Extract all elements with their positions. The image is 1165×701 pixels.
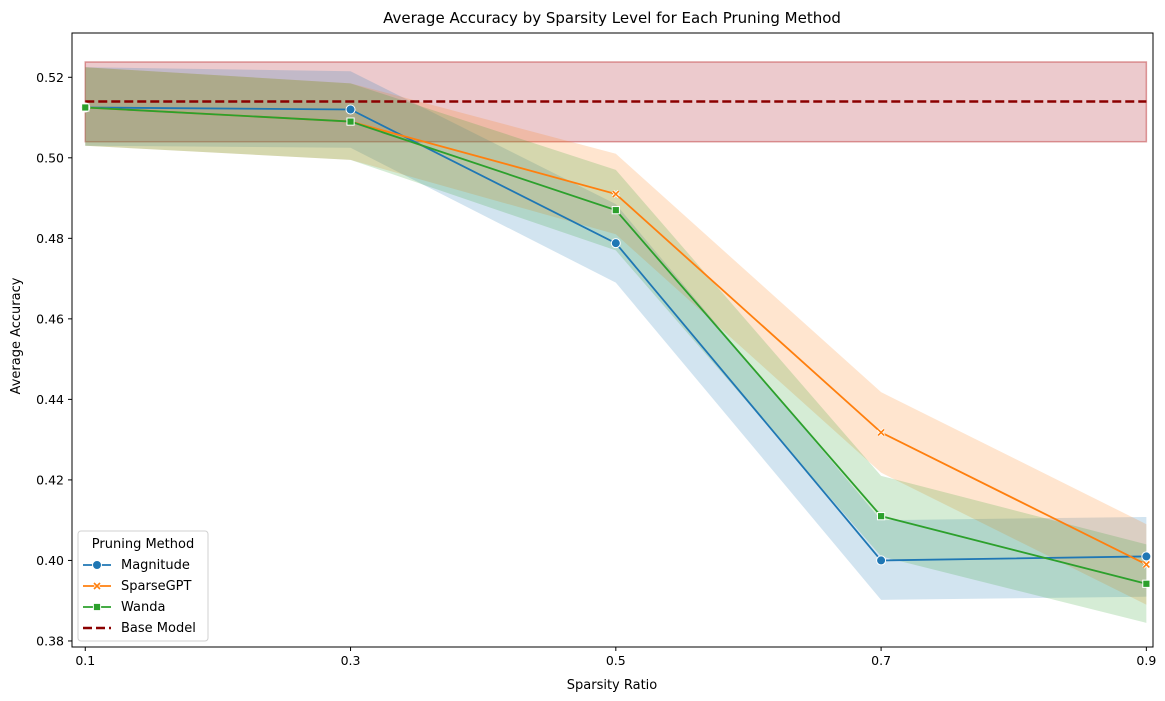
legend: Pruning Method Magnitude SparseGPT Wanda Bas… <box>77 530 209 642</box>
plot-content <box>80 61 1152 623</box>
point-magnitude-2 <box>610 238 621 249</box>
y-tick-label-6: 0.50 <box>36 150 64 165</box>
legend-label-base-model: Base Model <box>121 621 196 636</box>
band-sparsegpt <box>85 67 1147 605</box>
point-sparsegpt-3 <box>876 428 886 437</box>
point-wanda-3 <box>876 512 886 521</box>
point-sparsegpt-4 <box>1142 560 1151 569</box>
legend-label-magnitude: Magnitude <box>121 558 190 573</box>
point-sparsegpt-4-cross <box>1142 560 1150 569</box>
x-tick-label-2: 0.5 <box>606 653 626 668</box>
plot-area <box>80 61 1152 623</box>
point-magnitude-4 <box>1141 551 1152 562</box>
point-sparsegpt-2-cross <box>612 190 620 198</box>
y-tick-label-3: 0.44 <box>36 392 64 407</box>
y-tick-label-0: 0.38 <box>36 633 64 648</box>
axes-frame <box>71 32 1154 648</box>
x-axis-label: Sparsity Ratio <box>567 678 658 693</box>
point-wanda-0 <box>81 103 90 112</box>
x-tick-label-1: 0.3 <box>341 653 361 668</box>
point-wanda-2 <box>611 206 620 215</box>
point-magnitude-3 <box>876 555 887 566</box>
point-sparsegpt-2 <box>611 189 620 199</box>
band-magnitude <box>85 67 1147 600</box>
y-tick-label-5: 0.48 <box>36 231 64 246</box>
legend-label-wanda: Wanda <box>121 600 165 615</box>
y-tick-label-1: 0.40 <box>36 553 64 568</box>
legend-marker-magnitude <box>92 560 102 570</box>
y-tick-label-4: 0.46 <box>36 311 64 326</box>
y-tick-label-2: 0.42 <box>36 472 64 487</box>
point-magnitude-1 <box>345 104 356 115</box>
point-sparsegpt-3-cross <box>877 428 885 436</box>
chart-title: Average Accuracy by Sparsity Level for E… <box>383 9 841 27</box>
x-tick-label-4: 0.9 <box>1136 653 1156 668</box>
legend-marker-wanda <box>92 602 102 612</box>
legend-marker-sparsegpt-cross <box>93 582 101 590</box>
x-tick-label-0: 0.1 <box>75 653 95 668</box>
axes: 0.1 0.3 0.5 0.7 0.9 0.38 0.40 0.42 0.44 0.46 0.48 0… <box>36 32 1156 668</box>
legend-label-sparsegpt: SparseGPT <box>121 579 191 594</box>
point-wanda-1 <box>346 117 355 126</box>
legend-title: Pruning Method <box>92 537 194 552</box>
point-wanda-4 <box>1142 579 1151 588</box>
legend-box <box>77 530 209 642</box>
y-axis-label: Average Accuracy <box>9 277 24 394</box>
band-wanda <box>85 67 1147 623</box>
legend-marker-sparsegpt <box>92 581 102 591</box>
x-tick-label-3: 0.7 <box>871 653 891 668</box>
y-tick-label-7: 0.52 <box>36 70 64 85</box>
